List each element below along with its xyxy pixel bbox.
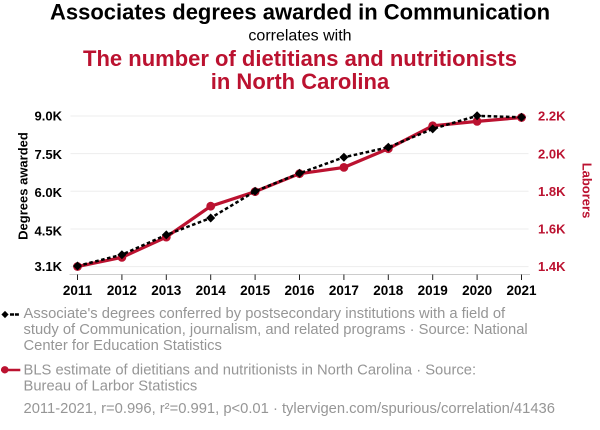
svg-text:Associate's degrees conferred: Associate's degrees conferred by postsec… xyxy=(24,306,507,322)
svg-text:in North Carolina: in North Carolina xyxy=(211,69,390,94)
svg-text:2017: 2017 xyxy=(329,283,359,298)
svg-text:Bureau of Larbor Statistics: Bureau of Larbor Statistics xyxy=(24,378,198,394)
svg-text:2014: 2014 xyxy=(196,283,227,298)
svg-text:Center for Education Statistic: Center for Education Statistics xyxy=(24,338,222,354)
svg-text:2013: 2013 xyxy=(151,283,182,298)
svg-text:2021: 2021 xyxy=(506,283,537,298)
svg-text:1.8K: 1.8K xyxy=(538,184,566,199)
svg-text:4.5K: 4.5K xyxy=(35,224,63,239)
svg-text:2020: 2020 xyxy=(462,283,492,298)
svg-text:2018: 2018 xyxy=(373,283,404,298)
svg-text:study of Communication, journa: study of Communication, journalism, and … xyxy=(24,322,528,338)
svg-text:The number of dietitians and n: The number of dietitians and nutritionis… xyxy=(83,46,517,71)
svg-text:correlates with: correlates with xyxy=(248,28,351,45)
svg-text:2011: 2011 xyxy=(63,283,93,298)
svg-text:BLS estimate of dietitians and: BLS estimate of dietitians and nutrition… xyxy=(24,362,477,378)
svg-text:2011-2021, r=0.996, r²=0.991,: 2011-2021, r=0.996, r²=0.991, p<0.01 · t… xyxy=(24,401,555,417)
svg-text:2012: 2012 xyxy=(107,283,137,298)
svg-text:2016: 2016 xyxy=(284,283,315,298)
svg-text:1.6K: 1.6K xyxy=(538,222,566,237)
svg-text:2015: 2015 xyxy=(240,283,271,298)
svg-text:2.2K: 2.2K xyxy=(538,109,566,124)
svg-text:2.0K: 2.0K xyxy=(538,146,566,161)
svg-text:9.0K: 9.0K xyxy=(35,109,63,124)
svg-text:Associates degrees awarded in: Associates degrees awarded in Communicat… xyxy=(50,0,550,25)
svg-text:6.0K: 6.0K xyxy=(35,185,63,200)
svg-text:3.1K: 3.1K xyxy=(35,259,63,274)
svg-text:2019: 2019 xyxy=(418,283,448,298)
svg-text:Degrees awarded: Degrees awarded xyxy=(16,132,31,240)
svg-text:Laborers: Laborers xyxy=(580,163,595,219)
svg-text:7.5K: 7.5K xyxy=(35,147,63,162)
svg-text:1.4K: 1.4K xyxy=(538,259,566,274)
